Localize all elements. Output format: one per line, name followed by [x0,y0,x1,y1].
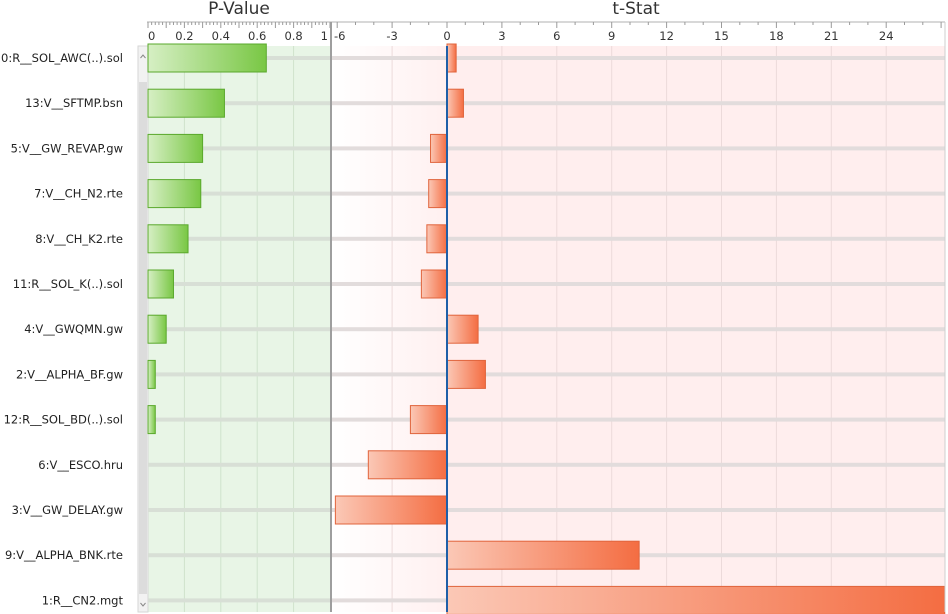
tstat-row-track [332,282,945,286]
tstat-tick-label: 3 [498,29,505,43]
category-label: 2:V__ALPHA_BF.gw [16,367,123,381]
category-label: 4:V__GWQMN.gw [24,322,123,336]
pvalue-bar [147,133,204,163]
pvalue-bar [147,88,225,118]
scrollbar-thumb[interactable] [139,82,147,594]
pvalue-row-track [148,236,330,241]
tstat-tick-label: 15 [714,29,729,43]
pvalue-row-track [148,101,330,106]
pvalue-row-track [148,553,330,558]
pvalue-row-track [148,146,330,151]
pvalue-bar [147,359,156,389]
pvalue-row-track [148,282,330,286]
pvalue-tick-label: 0.4 [212,29,230,43]
pvalue-title: P-Value [208,0,270,19]
pvalue-row-track [148,598,330,603]
tstat-bar [367,450,448,480]
tstat-tick-label: 9 [608,29,615,43]
tstat-tick-label: -6 [334,29,345,43]
category-label: 5:V__GW_REVAP.gw [11,141,123,155]
tstat-bar [426,224,448,254]
tstat-bar [420,269,448,299]
tstat-bar [446,88,464,118]
category-label: 9:V__ALPHA_BNK.rte [5,548,123,562]
tstat-row-track [332,56,945,60]
tstat-tick-label: 24 [879,29,894,43]
tstat-row-track [332,372,945,377]
pvalue-bar [147,269,174,299]
category-label: 13:V__SFTMP.bsn [25,96,123,110]
tstat-bar [446,43,457,73]
category-label: 10:R__SOL_AWC(..).sol [0,51,123,65]
tstat-row-track [332,236,945,241]
tstat-tick-label: 12 [659,29,674,43]
vertical-scrollbar[interactable] [137,45,149,613]
tstat-bar [446,540,640,570]
category-label: 12:R__SOL_BD(..).sol [4,413,123,427]
tstat-tick-label: 21 [824,29,839,43]
category-label: 7:V__CH_N2.rte [34,187,123,201]
tstat-tick-label: 18 [769,29,784,43]
category-label: 3:V__GW_DELAY.gw [12,503,123,517]
category-label: 11:R__SOL_K(..).sol [13,277,123,291]
pvalue-bar [147,179,202,209]
tstat-tick-label: 0 [443,29,450,43]
tstat-tick-label: 6 [553,29,560,43]
pvalue-bar [147,224,189,254]
tstat-row-track [332,146,945,151]
tstat-bar [446,585,946,614]
tstat-bar [428,179,448,209]
pvalue-row-track [148,508,330,512]
category-label: 8:V__CH_K2.rte [35,232,123,246]
pvalue-row-track [148,372,330,377]
tstat-bar [446,359,486,389]
tstat-row-track [332,327,945,332]
scroll-up-arrow-icon[interactable] [140,54,146,59]
tstat-row-track [332,462,945,467]
tstat-row-track [332,191,945,196]
pvalue-tick-label: 0 [148,29,155,43]
pvalue-bar [147,405,156,435]
pvalue-bar [147,314,167,344]
pvalue-tick-label: 0.8 [284,29,302,43]
tstat-bar [446,314,479,344]
tstat-row-track [332,417,945,422]
pvalue-bar [147,43,267,73]
pvalue-tick-label: 0.6 [248,29,266,43]
pvalue-tick-label: 1 [321,29,328,43]
tstat-row-track [332,101,945,106]
pvalue-row-track [148,417,330,422]
tstat-row-track [332,508,945,512]
pvalue-tick-label: 0.2 [175,29,193,43]
tstat-bar [430,133,448,163]
tstat-tick-label: -3 [386,29,397,43]
pvalue-row-track [148,327,330,332]
tstat-bar [409,405,448,435]
pvalue-row-track [148,462,330,467]
scroll-down-arrow-icon[interactable] [140,602,146,607]
category-label: 6:V__ESCO.hru [38,458,123,472]
tstat-bar [334,495,448,525]
pvalue-row-track [148,191,330,196]
category-label: 1:R__CN2.mgt [42,593,124,607]
tstat-title: t-Stat [612,0,660,19]
